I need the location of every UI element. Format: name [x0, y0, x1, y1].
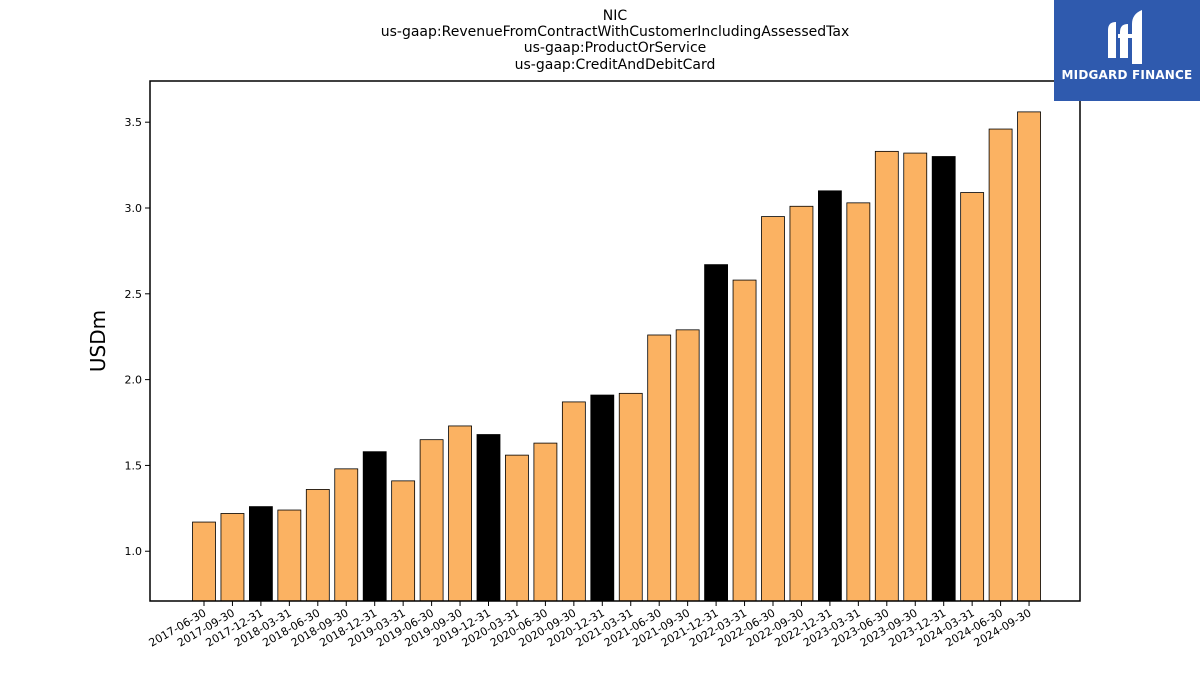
bar-2022-03-31: [732, 279, 757, 602]
bar-2023-06-30: [874, 150, 899, 602]
chart-title-line-1: NIC: [603, 8, 628, 24]
logo-mark-icon: [1108, 10, 1142, 64]
y-tick-label: 1.0: [125, 545, 143, 558]
bar-2020-12-31: [590, 394, 615, 602]
bar-2021-09-30: [675, 329, 700, 602]
chart-title: NIC us-gaap:RevenueFromContractWithCusto…: [381, 8, 850, 73]
logo-text: MIDGARD FINANCE: [1061, 68, 1193, 82]
bar-2018-06-30: [305, 489, 330, 602]
y-tick-label: 2.0: [125, 374, 143, 387]
y-axis: 1.0 1.5 2.0 2.5 3.0 3.5: [125, 116, 150, 558]
bar-2017-06-30: [192, 521, 216, 602]
bar-2023-12-31: [931, 156, 956, 602]
bar-2024-09-30: [1017, 111, 1041, 602]
bar-2020-09-30: [561, 401, 586, 602]
bar-2022-12-31: [818, 190, 842, 602]
chart-title-line-2: us-gaap:RevenueFromContractWithCustomerI…: [381, 24, 850, 40]
chart-title-line-4: us-gaap:CreditAndDebitCard: [515, 57, 716, 73]
bar-2020-06-30: [533, 442, 558, 602]
y-tick-label: 1.5: [125, 459, 143, 472]
bar-2024-03-31: [960, 192, 985, 602]
bar-2017-12-31: [248, 506, 273, 602]
bar-2019-06-30: [419, 439, 444, 602]
bar-2023-09-30: [903, 152, 928, 602]
y-tick-label: 2.5: [125, 288, 143, 301]
bar-2021-03-31: [618, 392, 643, 602]
bar-2021-06-30: [647, 334, 672, 602]
plot-frame: [149, 80, 1081, 602]
bar-2019-09-30: [448, 425, 472, 602]
bar-2024-06-30: [988, 128, 1013, 602]
bar-2020-03-31: [505, 454, 529, 602]
bar-2019-03-31: [391, 480, 416, 602]
bar-2023-03-31: [846, 202, 871, 602]
bar-2021-12-31: [704, 264, 728, 602]
bar-2018-12-31: [362, 451, 387, 602]
brand-logo: MIDGARD FINANCE: [1054, 0, 1200, 101]
y-tick-label: 3.0: [125, 202, 143, 215]
bar-2018-09-30: [334, 468, 359, 602]
bar-series: [192, 111, 1041, 602]
bar-2022-06-30: [761, 216, 785, 602]
bar-2022-09-30: [789, 205, 814, 602]
chart-title-line-3: us-gaap:ProductOrService: [524, 40, 707, 56]
bar-2018-03-31: [277, 509, 302, 602]
x-axis: 2017-06-302017-09-302017-12-312018-03-31…: [147, 601, 1034, 650]
bar-2017-09-30: [220, 513, 245, 602]
y-axis-label: USDm: [86, 310, 110, 372]
bar-2019-12-31: [476, 434, 501, 602]
y-tick-label: 3.5: [125, 116, 143, 129]
